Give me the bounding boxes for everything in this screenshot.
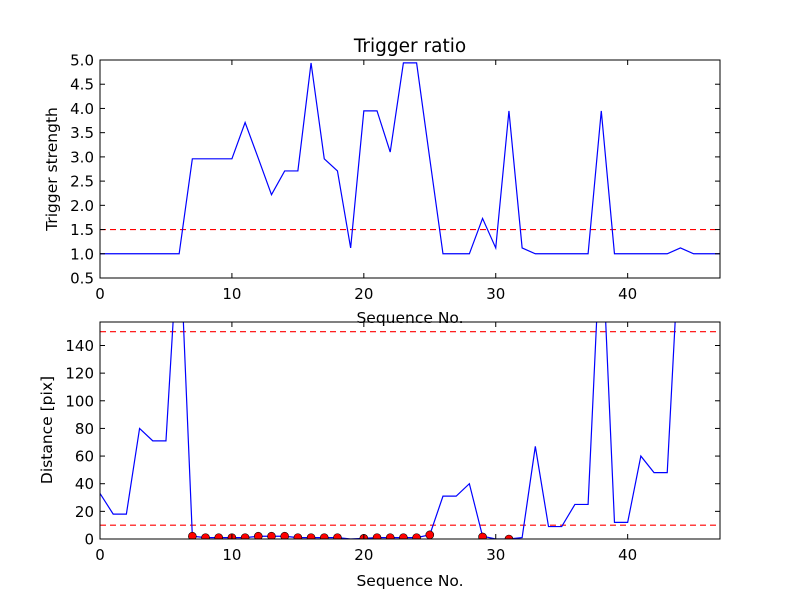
y-tick-label: 3.0	[70, 148, 94, 166]
data-point-15	[399, 533, 408, 539]
bottom-series-group	[100, 322, 676, 539]
bottom-threshold-lines	[100, 331, 720, 526]
top-y-axis-label: Trigger strength	[43, 107, 61, 232]
data-point-16	[412, 533, 421, 539]
top-series-group	[100, 62, 720, 255]
data-point-18	[478, 532, 487, 539]
x-tick-label: 10	[222, 285, 241, 303]
data-point-1	[201, 533, 210, 539]
x-tick-label: 0	[95, 546, 105, 564]
x-tick-label: 30	[486, 546, 505, 564]
y-tick-label: 5.0	[70, 52, 94, 70]
data-point-14	[385, 533, 395, 539]
bottom-x-ticks: 0 10 20 30 40	[95, 322, 637, 564]
x-tick-label: 20	[354, 285, 373, 303]
y-tick-label: 1.0	[70, 245, 94, 263]
top-y-ticks: 0.5 1.0 1.5 2.0 2.5 3.0 3.5 4.0 4.5 5.0	[70, 52, 720, 288]
data-point-19	[504, 534, 514, 539]
y-tick-label: 120	[65, 365, 94, 383]
y-tick-label: 60	[75, 448, 94, 466]
data-point-0	[188, 531, 197, 539]
y-tick-label: 0.5	[70, 270, 94, 288]
data-point-4	[240, 533, 250, 539]
y-tick-label: 0	[84, 531, 94, 549]
data-point-13	[372, 533, 382, 539]
data-point-2	[214, 533, 224, 539]
bottom-subplot: 0 10 20 30 40 0 20 40 60 80 100 120 140 Sequence No…	[38, 321, 721, 590]
bottom-y-ticks: 0 20 40 60 80 100 120 140	[65, 337, 720, 549]
y-tick-label: 2.0	[70, 197, 94, 215]
x-tick-label: 10	[222, 546, 241, 564]
data-point-9	[306, 533, 316, 539]
y-tick-label: 100	[65, 392, 94, 410]
data-point-11	[333, 533, 342, 539]
x-tick-label: 40	[618, 546, 637, 564]
x-tick-label: 20	[354, 546, 373, 564]
bottom-plot-frame	[99, 321, 721, 540]
data-point-10	[319, 533, 329, 539]
x-tick-label: 30	[486, 285, 505, 303]
y-tick-label: 4.5	[70, 76, 94, 94]
y-tick-label: 140	[65, 337, 94, 355]
top-plot-frame	[99, 59, 721, 279]
y-tick-label: 2.5	[70, 173, 94, 191]
top-x-ticks: 0 10 20 30 40	[95, 60, 637, 303]
y-tick-label: 3.5	[70, 124, 94, 142]
y-tick-label: 4.0	[70, 100, 94, 118]
y-tick-label: 1.5	[70, 221, 94, 239]
top-chart-title: Trigger ratio	[353, 36, 466, 57]
data-point-5	[253, 531, 263, 539]
y-tick-label: 20	[75, 503, 94, 521]
x-tick-label: 40	[618, 285, 637, 303]
bottom-x-axis-label: Sequence No.	[356, 572, 463, 590]
data-point-7	[280, 531, 289, 539]
y-tick-label: 40	[75, 475, 94, 493]
y-tick-label: 80	[75, 420, 94, 438]
x-tick-label: 0	[95, 285, 105, 303]
data-point-6	[267, 531, 276, 539]
data-point-8	[293, 533, 303, 539]
bottom-y-axis-label: Distance [pix]	[38, 376, 56, 484]
top-x-axis-label: Sequence No.	[356, 309, 463, 327]
data-point-17	[425, 530, 435, 539]
series-line-0	[100, 62, 720, 255]
